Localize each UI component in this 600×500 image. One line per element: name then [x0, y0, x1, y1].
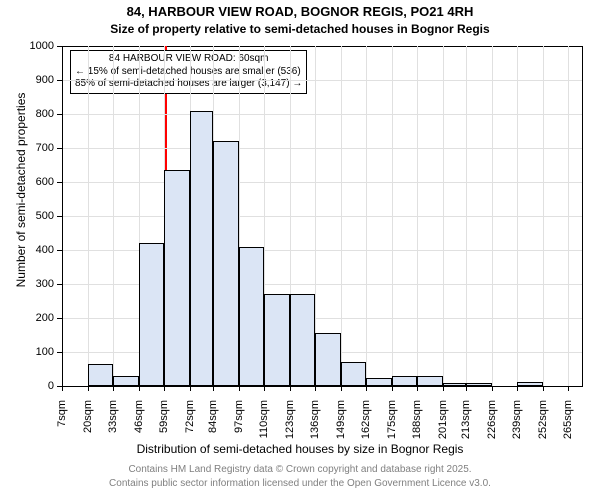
histogram-bar [88, 364, 114, 386]
y-tick-label: 900 [0, 74, 54, 86]
gridline [62, 148, 582, 149]
chart-container: { "chart": { "type": "histogram", "title… [0, 0, 600, 500]
gridline [417, 46, 418, 386]
gridline [341, 46, 342, 386]
y-tick-label: 400 [0, 244, 54, 256]
x-axis-line [62, 386, 582, 387]
y-tick-label: 800 [0, 108, 54, 120]
x-tick-label: 123sqm [284, 400, 296, 450]
x-tick-label: 84sqm [207, 400, 219, 450]
y-axis-line [62, 46, 63, 386]
histogram-bar [164, 170, 190, 386]
x-tick-label: 149sqm [335, 400, 347, 450]
attribution-line1: Contains HM Land Registry data © Crown c… [0, 464, 600, 475]
gridline [392, 46, 393, 386]
gridline [113, 46, 114, 386]
x-tick-label: 162sqm [360, 400, 372, 450]
x-tick-label: 226sqm [486, 400, 498, 450]
gridline [543, 46, 544, 386]
x-tick-label: 252sqm [537, 400, 549, 450]
y-tick-label: 700 [0, 142, 54, 154]
gridline [366, 46, 367, 386]
y-tick-label: 200 [0, 312, 54, 324]
histogram-bar [190, 111, 214, 386]
y-tick-label: 600 [0, 176, 54, 188]
y-tick-label: 500 [0, 210, 54, 222]
gridline [88, 46, 89, 386]
x-tick-label: 72sqm [184, 400, 196, 450]
x-tick-label: 46sqm [133, 400, 145, 450]
x-tick-label: 110sqm [258, 400, 270, 450]
histogram-bar [417, 376, 443, 386]
x-tick-label: 97sqm [233, 400, 245, 450]
histogram-bar [213, 141, 239, 386]
x-tick-label: 33sqm [107, 400, 119, 450]
x-tick-label: 175sqm [386, 400, 398, 450]
gridline [62, 182, 582, 183]
x-tick-label: 188sqm [411, 400, 423, 450]
x-tick-label: 136sqm [309, 400, 321, 450]
x-tick-label: 7sqm [56, 400, 68, 450]
x-tick-label: 201sqm [437, 400, 449, 450]
x-tick-label: 59sqm [158, 400, 170, 450]
gridline [443, 46, 444, 386]
y-tick-label: 1000 [0, 40, 54, 52]
histogram-bar [366, 378, 392, 387]
chart-title: 84, HARBOUR VIEW ROAD, BOGNOR REGIS, PO2… [0, 4, 600, 19]
y-tick-label: 100 [0, 346, 54, 358]
x-tick-label: 20sqm [82, 400, 94, 450]
chart-subtitle: Size of property relative to semi-detach… [0, 22, 600, 36]
x-tick-label: 213sqm [460, 400, 472, 450]
y-tick-label: 0 [0, 380, 54, 392]
gridline [492, 46, 493, 386]
histogram-bar [290, 294, 316, 386]
histogram-bar [264, 294, 290, 386]
histogram-bar [315, 333, 341, 386]
gridline [62, 114, 582, 115]
histogram-bar [341, 362, 367, 386]
histogram-bar [139, 243, 165, 386]
gridline [517, 46, 518, 386]
histogram-bar [392, 376, 418, 386]
attribution-line2: Contains public sector information licen… [0, 478, 600, 489]
gridline [466, 46, 467, 386]
y-tick-label: 300 [0, 278, 54, 290]
gridline [62, 216, 582, 217]
histogram-bar [239, 247, 265, 386]
gridline [568, 46, 569, 386]
x-tick-label: 239sqm [511, 400, 523, 450]
gridline [62, 80, 582, 81]
x-tick-label: 265sqm [562, 400, 574, 450]
histogram-bar [113, 376, 139, 386]
